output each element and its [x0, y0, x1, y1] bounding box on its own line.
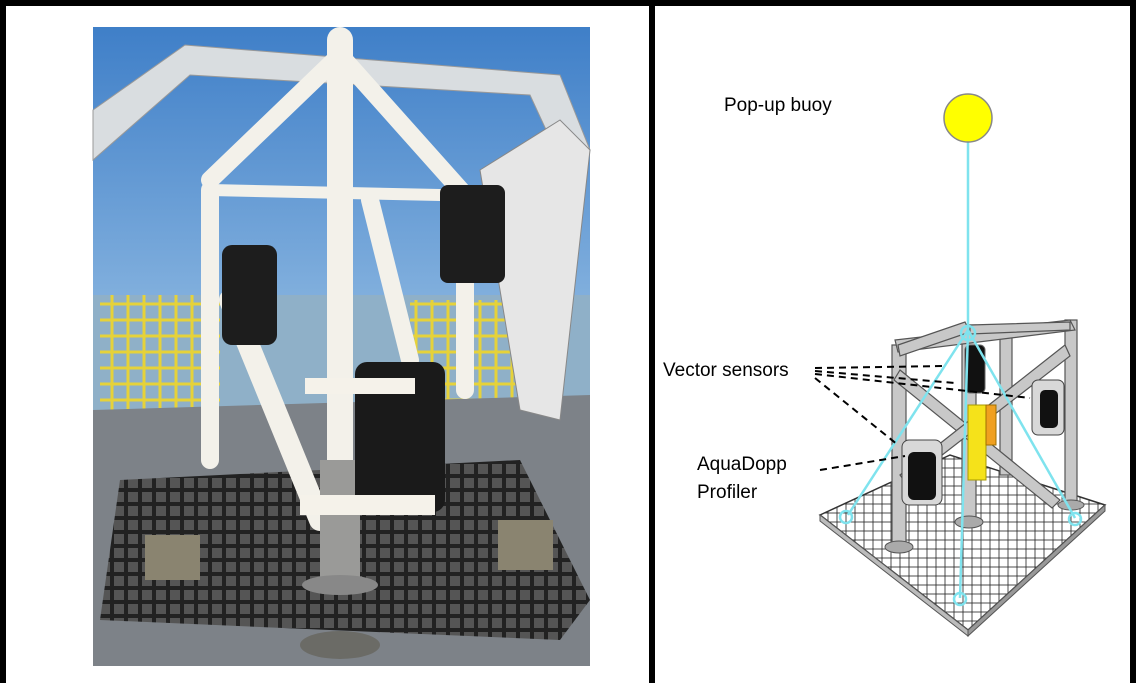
- leader-lines: [814, 365, 1031, 471]
- label-buoy: Pop-up buoy: [724, 95, 832, 116]
- label-vector-sensors: Vector sensors: [663, 360, 789, 381]
- label-profiler: Profiler: [697, 482, 758, 503]
- mooring-diagram: [814, 93, 1107, 638]
- label-aquadopp: AquaDopp: [697, 454, 787, 475]
- buoy: [943, 93, 993, 143]
- photo: [92, 27, 591, 666]
